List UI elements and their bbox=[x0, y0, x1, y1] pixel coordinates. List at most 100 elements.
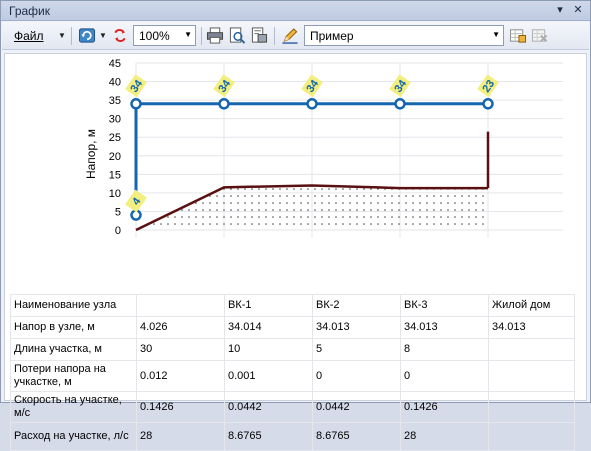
table-cell[interactable]: 34.014 bbox=[224, 316, 313, 339]
table-cell[interactable]: 0.0442 bbox=[224, 391, 313, 423]
example-arrow: ▼ bbox=[492, 30, 500, 39]
table-add-icon[interactable] bbox=[509, 27, 527, 44]
table-cell[interactable]: Жилой дом bbox=[488, 294, 575, 317]
file-menu-arrow[interactable]: ▼ bbox=[58, 31, 66, 40]
table-cell[interactable]: ВК-3 bbox=[400, 294, 489, 317]
y-axis-label: Напор, м bbox=[84, 129, 98, 179]
table-row: Напор в узле, м 4.026 34.014 34.013 34.013 34… bbox=[10, 316, 575, 339]
terrain-fill bbox=[136, 185, 488, 230]
window-title: График bbox=[9, 4, 50, 18]
table-cell[interactable]: 10 bbox=[224, 338, 313, 361]
table-cell[interactable]: 5 bbox=[312, 338, 401, 361]
badge-background bbox=[389, 74, 411, 98]
table-cell[interactable]: 0.0442 bbox=[312, 391, 401, 423]
y-tick-label: 35 bbox=[109, 95, 121, 107]
table-cell[interactable]: 0.012 bbox=[136, 360, 225, 392]
head-profile-chart: Напор, м 0 5 10 15 20 25 30 35 40 45 4 34 34 34 34 23 bbox=[84, 58, 563, 238]
row-label: Скорость на участке, м/с bbox=[10, 391, 137, 423]
badge-background bbox=[213, 74, 235, 98]
table-cell[interactable] bbox=[488, 391, 575, 423]
node-badge: 34 bbox=[213, 74, 235, 98]
example-value: Пример bbox=[310, 29, 354, 43]
row-label: Напор в узле, м bbox=[10, 316, 137, 339]
y-tick-label: 30 bbox=[109, 114, 121, 126]
example-select[interactable]: Пример ▼ bbox=[304, 25, 504, 46]
table-row: Потери напора на учкастке, м 0.012 0.001 0 0 bbox=[10, 360, 575, 392]
badge-background bbox=[125, 189, 147, 213]
toolbar-separator bbox=[201, 27, 202, 45]
edit-icon[interactable] bbox=[281, 27, 299, 44]
table-cell[interactable]: ВК-2 bbox=[312, 294, 401, 317]
close-button[interactable]: ✕ bbox=[573, 4, 583, 16]
table-cell[interactable]: 8.6765 bbox=[312, 422, 401, 451]
node-badge: 34 bbox=[125, 74, 147, 98]
table-cell[interactable]: 28 bbox=[400, 422, 489, 451]
table-cell[interactable]: 0 bbox=[400, 360, 489, 392]
y-tick-label: 40 bbox=[109, 77, 121, 89]
y-tick-label: 20 bbox=[109, 151, 121, 163]
row-label: Потери напора на учкастке, м bbox=[10, 360, 137, 392]
zoom-select[interactable]: 100% ▼ bbox=[133, 25, 196, 46]
table-cell[interactable]: 8 bbox=[400, 338, 489, 361]
print-icon[interactable] bbox=[206, 27, 224, 44]
table-cell[interactable]: 4.026 bbox=[136, 316, 225, 339]
table-row: Длина участка, м 30 10 5 8 bbox=[10, 338, 575, 361]
table-cell[interactable]: 34.013 bbox=[312, 316, 401, 339]
row-label: Наименование узла bbox=[10, 294, 137, 317]
table-row: Скорость на участке, м/с 0.1426 0.0442 0.04… bbox=[10, 391, 575, 423]
head-node-marker bbox=[130, 98, 142, 110]
y-tick-label: 5 bbox=[115, 206, 121, 218]
table-row: Расход на участке, л/с 28 8.6765 8.6765 28 bbox=[10, 422, 575, 451]
table-cell[interactable] bbox=[136, 294, 225, 317]
table-cell[interactable] bbox=[488, 360, 575, 392]
refresh-icon[interactable] bbox=[78, 27, 96, 44]
table-cell[interactable] bbox=[488, 422, 575, 451]
table-delete-icon[interactable] bbox=[531, 27, 549, 44]
print-preview-icon[interactable] bbox=[228, 27, 246, 44]
head-node-marker bbox=[482, 98, 494, 110]
y-tick-label: 45 bbox=[109, 58, 121, 70]
toolbar-separator bbox=[71, 27, 72, 45]
y-tick-label: 15 bbox=[109, 169, 121, 181]
table-cell[interactable]: ВК-1 bbox=[224, 294, 313, 317]
row-label: Длина участка, м bbox=[10, 338, 137, 361]
reset-icon[interactable] bbox=[111, 27, 129, 44]
node-badge: 4 bbox=[125, 189, 147, 213]
file-menu[interactable]: Файл bbox=[14, 29, 44, 43]
table-cell[interactable] bbox=[488, 338, 575, 361]
node-badge: 34 bbox=[389, 74, 411, 98]
table-cell[interactable]: 0.001 bbox=[224, 360, 313, 392]
terrain-line bbox=[135, 184, 488, 232]
title-bar[interactable]: График ▾ ✕ bbox=[1, 1, 590, 21]
y-tick-label: 0 bbox=[115, 225, 121, 237]
table-cell[interactable]: 34.013 bbox=[488, 316, 575, 339]
badge-background bbox=[477, 74, 499, 98]
pin-button[interactable]: ▾ bbox=[557, 4, 563, 16]
node-badge: 23 bbox=[477, 74, 499, 98]
table-cell[interactable]: 0 bbox=[312, 360, 401, 392]
node-badge: 34 bbox=[301, 74, 323, 98]
row-label: Расход на участке, л/с bbox=[10, 422, 137, 451]
zoom-value: 100% bbox=[139, 29, 170, 43]
table-cell[interactable]: 8.6765 bbox=[224, 422, 313, 451]
table-cell[interactable]: 34.013 bbox=[400, 316, 489, 339]
table-cell[interactable]: 0.1426 bbox=[400, 391, 489, 423]
badge-background bbox=[301, 74, 323, 98]
head-node-marker bbox=[306, 98, 318, 110]
table-cell[interactable]: 0.1426 bbox=[136, 391, 225, 423]
y-tick-label: 10 bbox=[109, 188, 121, 200]
table-cell[interactable]: 28 bbox=[136, 422, 225, 451]
node-table: Наименование узла ВК-1 ВК-2 ВК-3 Жилой дом На… bbox=[10, 294, 575, 451]
y-tick-label: 25 bbox=[109, 132, 121, 144]
table-cell[interactable]: 30 bbox=[136, 338, 225, 361]
page-setup-icon[interactable] bbox=[250, 27, 268, 44]
table-row: Наименование узла ВК-1 ВК-2 ВК-3 Жилой дом bbox=[10, 294, 575, 317]
chart-panel: Напор, м 0 5 10 15 20 25 30 35 40 45 4 34 34 34 34 23 … bbox=[4, 53, 587, 451]
zoom-arrow: ▼ bbox=[184, 30, 192, 39]
head-node-marker bbox=[394, 98, 406, 110]
refresh-menu-arrow[interactable]: ▼ bbox=[99, 31, 107, 40]
toolbar-separator bbox=[274, 27, 275, 45]
badge-label: 23 bbox=[480, 78, 497, 95]
toolbar: Файл ▼ ▼ 100% ▼ bbox=[2, 22, 589, 50]
